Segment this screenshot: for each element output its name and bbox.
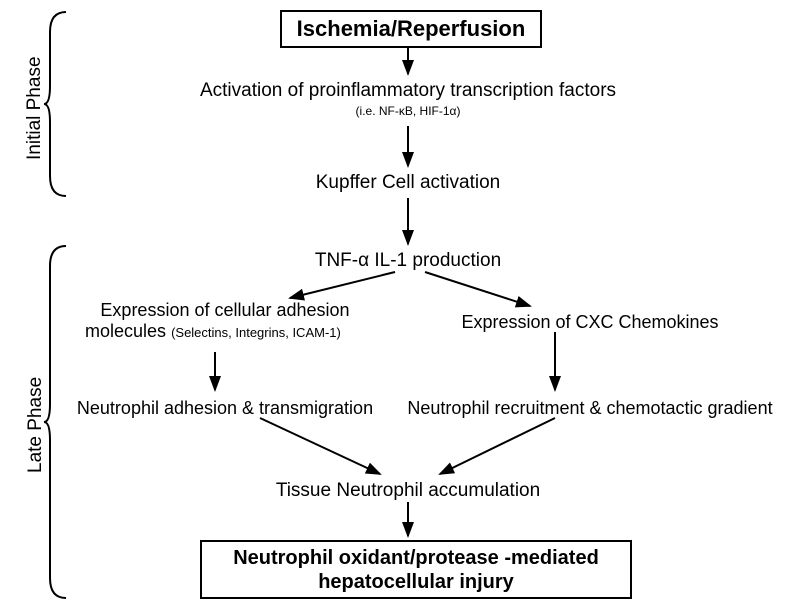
flowchart-container: Initial Phase Late Phase Ischemia/Reperf… bbox=[0, 0, 800, 613]
arrows-layer bbox=[0, 0, 800, 613]
